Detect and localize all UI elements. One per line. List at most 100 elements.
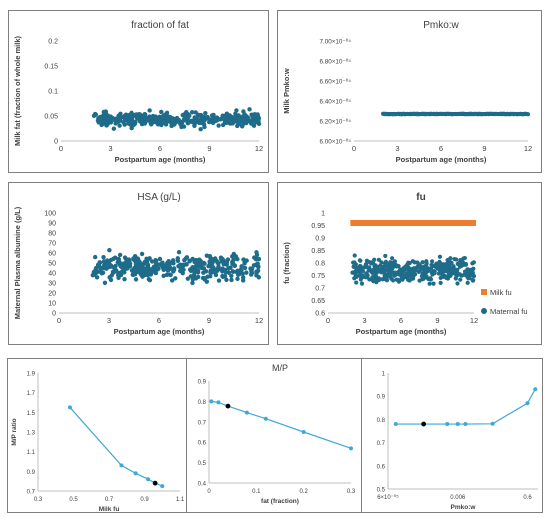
maternal-fu-point bbox=[361, 274, 366, 280]
data-point bbox=[255, 112, 260, 117]
series-line bbox=[211, 400, 352, 449]
data-point bbox=[119, 463, 124, 468]
y-tick-label: 0.15 bbox=[44, 64, 58, 71]
maternal-fu-point bbox=[390, 278, 396, 283]
y-tick-label: 0.95 bbox=[311, 223, 325, 230]
data-point bbox=[254, 250, 259, 255]
data-point bbox=[132, 121, 138, 127]
data-point bbox=[181, 124, 187, 129]
data-point bbox=[525, 401, 530, 406]
y-tick-label: 6.80×10⁻⁰⁴ bbox=[320, 59, 352, 66]
data-point bbox=[234, 108, 239, 113]
maternal-fu-point bbox=[438, 275, 443, 281]
data-point bbox=[163, 122, 169, 127]
data-point bbox=[122, 255, 128, 260]
y-tick-label: 0.5 bbox=[377, 488, 386, 494]
data-point bbox=[161, 273, 166, 279]
maternal-fu-point bbox=[353, 265, 358, 270]
data-point bbox=[455, 422, 460, 427]
x-tick-label: 0.1 bbox=[252, 489, 261, 495]
panel-mp-pmko: 0.5 0.6 0.7 0.8 0.9 1 6×10⁻⁰⁵ 0.006 0.6 Pmko:w bbox=[361, 358, 543, 513]
data-point bbox=[219, 257, 224, 262]
maternal-fu-point bbox=[392, 259, 398, 264]
data-point bbox=[195, 269, 201, 275]
data-point bbox=[231, 257, 236, 263]
data-point bbox=[188, 119, 194, 124]
y-tick-label: 0.6 bbox=[198, 441, 207, 447]
data-point bbox=[118, 115, 124, 120]
data-point bbox=[121, 120, 126, 125]
data-point bbox=[114, 117, 119, 123]
maternal-fu-point bbox=[463, 262, 469, 267]
data-point bbox=[164, 110, 170, 116]
maternal-fu-point bbox=[386, 268, 391, 273]
chart-pmko: Pmko:w 6.00×10⁻⁰⁴ 6.20×10⁻⁰⁴ 6.40×10⁻⁰⁴ 6.60… bbox=[282, 20, 532, 164]
data-point bbox=[103, 109, 108, 115]
maternal-fu-point bbox=[433, 264, 438, 270]
x-tick-label: 6 bbox=[158, 144, 162, 153]
y-axis-title: fu (fraction) bbox=[282, 242, 291, 284]
data-point bbox=[240, 278, 246, 283]
maternal-fu-point bbox=[359, 281, 365, 286]
data-point bbox=[223, 270, 229, 275]
data-point bbox=[242, 112, 247, 117]
data-point bbox=[114, 268, 119, 273]
x-tick-label: 3 bbox=[395, 144, 399, 153]
data-point bbox=[249, 121, 254, 126]
data-point bbox=[230, 115, 235, 120]
data-point bbox=[185, 276, 191, 281]
data-point bbox=[122, 113, 127, 119]
maternal-fu-point bbox=[471, 260, 476, 265]
chart-mp-vs-fat: M/P 0.4 0.5 0.6 0.7 0.8 0.9 0 0.1 0.2 0.3 fat (frac… bbox=[198, 363, 356, 505]
y-tick-label: 0.05 bbox=[44, 114, 58, 121]
data-point bbox=[251, 263, 257, 268]
data-point bbox=[149, 259, 155, 264]
maternal-fu-point bbox=[438, 280, 443, 285]
data-point bbox=[207, 118, 212, 123]
data-point bbox=[133, 277, 139, 282]
data-point bbox=[153, 114, 158, 119]
data-point bbox=[301, 430, 306, 434]
data-point bbox=[230, 121, 235, 126]
data-point bbox=[349, 446, 353, 451]
y-tick-label: 0.8 bbox=[315, 261, 325, 268]
data-point bbox=[178, 121, 183, 127]
y-tick-label: 0.6 bbox=[315, 311, 325, 318]
data-point bbox=[201, 260, 207, 266]
data-point bbox=[244, 258, 249, 263]
data-point bbox=[533, 387, 538, 392]
panel-mp-fat: M/P 0.4 0.5 0.6 0.7 0.8 0.9 0 0.1 0.2 0.3 fat (frac… bbox=[186, 358, 362, 513]
x-axis-title: Postpartum age (months) bbox=[356, 327, 447, 336]
maternal-fu-point bbox=[427, 281, 432, 286]
data-point bbox=[111, 126, 117, 131]
x-tick-label: 9 bbox=[482, 144, 486, 153]
maternal-fu-point bbox=[379, 270, 384, 275]
y-tick-label: 0.7 bbox=[198, 420, 207, 426]
chart-fu: fu 0.6 0.65 0.7 0.75 0.8 0.85 0.9 0.95 1 0 3 6 9 12 Pos… bbox=[282, 192, 528, 336]
y-tick-label: 7.00×10⁻⁰⁴ bbox=[320, 39, 352, 46]
maternal-fu-point bbox=[374, 267, 379, 273]
data-point bbox=[526, 112, 530, 117]
maternal-fu-point bbox=[366, 268, 371, 273]
data-point bbox=[113, 263, 118, 269]
maternal-fu-point bbox=[430, 272, 435, 277]
maternal-fu-point bbox=[358, 273, 363, 279]
maternal-fu-point bbox=[471, 266, 476, 271]
panel-pmko: Pmko:w 6.00×10⁻⁰⁴ 6.20×10⁻⁰⁴ 6.40×10⁻⁰⁴ 6.60… bbox=[277, 10, 542, 173]
x-tick-label: 9 bbox=[435, 316, 439, 325]
y-tick-label: 0.9 bbox=[315, 236, 325, 243]
data-point bbox=[244, 410, 249, 415]
panel-fu: fu 0.6 0.65 0.7 0.75 0.8 0.85 0.9 0.95 1 0 3 6 9 12 Pos… bbox=[277, 182, 542, 345]
maternal-fu-point bbox=[354, 280, 359, 285]
data-point bbox=[161, 117, 167, 122]
maternal-fu-point bbox=[458, 277, 463, 282]
y-axis-title: Milk Pmko:w bbox=[282, 68, 291, 114]
data-point bbox=[256, 264, 261, 270]
maternal-fu-point bbox=[364, 262, 369, 267]
maternal-fu-point bbox=[351, 260, 356, 265]
data-point bbox=[192, 115, 197, 120]
data-point bbox=[237, 119, 242, 124]
data-point bbox=[254, 271, 259, 276]
data-point bbox=[188, 274, 194, 279]
maternal-fu-point bbox=[386, 271, 391, 276]
